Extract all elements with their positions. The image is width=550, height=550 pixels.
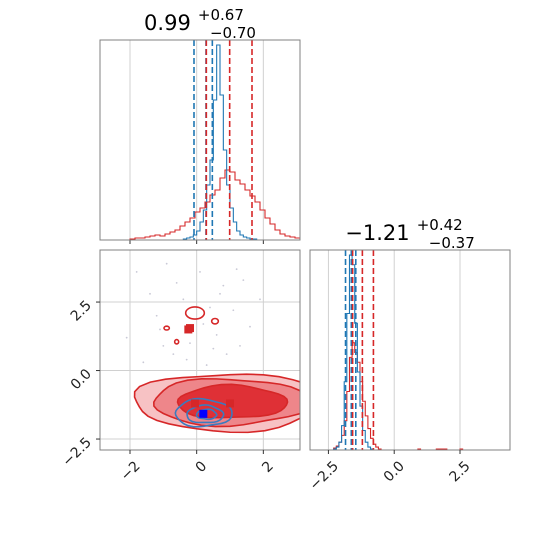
scatter-point [202,323,205,325]
scatter-point [209,306,211,309]
title-main-value: −1.21 [345,221,409,245]
scatter-point [189,342,191,345]
red-histogram-series [331,342,487,450]
scatter-point [215,334,218,336]
blue-contour-level [186,404,225,424]
y-tick-label: 2.5 [68,298,95,325]
joint-contour-panel: −2 0 2 −2.5 0.0 2.5 [59,249,301,484]
top-histogram-lines [129,40,300,240]
top-histogram-grid [129,40,264,244]
scatter-point [159,328,161,331]
scatter-point [175,281,178,284]
x-tick-label: 0 [193,458,211,476]
scatter-point [212,347,215,350]
scatter-point [165,262,168,265]
joint-frame [99,249,301,451]
scatter-point [249,325,251,328]
top-histogram-panel: 0.99 +0.67 −0.70 [99,5,301,244]
scatter-point [235,268,238,271]
scatter-point [172,353,175,356]
joint-y-ticks: −2.5 0.0 2.5 [59,298,100,470]
x-tick-label: 2 [259,458,277,476]
x-tick-label: 2.5 [447,458,474,485]
right-histogram-panel: −1.21 +0.42 −0.37 −2.5 0.0 2.5 [307,215,511,494]
scatter-point [205,364,208,366]
y-tick-label: 0.0 [68,366,95,393]
scatter-point [155,314,158,317]
top-histogram-frame [99,39,301,241]
right-histogram-x-ticks: −2.5 0.0 2.5 [307,450,474,494]
title-main-value: 0.99 [144,11,191,35]
scatter-point [232,309,235,312]
x-tick-label: −2 [118,458,144,484]
right-histogram-grid [327,250,461,450]
scatter-point [149,292,151,295]
scatter-point [219,292,221,295]
scatter-point [142,361,145,364]
joint-contours [125,262,300,434]
x-tick-label: 0.0 [381,458,408,485]
scatter-point [222,284,225,287]
right-histogram-lines [331,250,487,450]
red-marker [226,399,234,408]
red-contour-island [210,317,220,325]
red-contour-island [173,338,180,345]
scatter-point [225,353,228,356]
x-tick-label: −2.5 [307,458,342,493]
blue-histogram-series [176,44,264,240]
right-histogram-title: −1.21 +0.42 −0.37 [345,215,474,252]
red-histogram-series [129,169,300,240]
scatter-point [162,344,165,347]
scatter-point [199,271,201,273]
red-marker [186,324,194,333]
title-lower-error: −0.70 [210,24,256,42]
scatter-point [242,279,245,282]
y-tick-label: −2.5 [59,435,94,470]
top-histogram-title: 0.99 +0.67 −0.70 [144,5,256,42]
scatter-point [135,271,138,273]
scatter-point [259,298,261,301]
right-histogram-frame [309,249,511,451]
red-contour-island [163,325,171,331]
blue-contour-level [195,408,218,421]
scatter-point [125,336,128,339]
red-contour-island [184,306,206,320]
scatter-point [185,358,188,361]
title-upper-error: +0.42 [417,216,463,234]
blue-marker [199,409,208,418]
blue-contour-level [174,397,233,428]
scatter-point [239,344,241,347]
title-lower-error: −0.37 [429,234,475,252]
red-marker [191,399,199,408]
joint-x-ticks: −2 0 2 [118,450,277,484]
title-upper-error: +0.67 [198,6,244,24]
scatter-point [182,298,185,301]
